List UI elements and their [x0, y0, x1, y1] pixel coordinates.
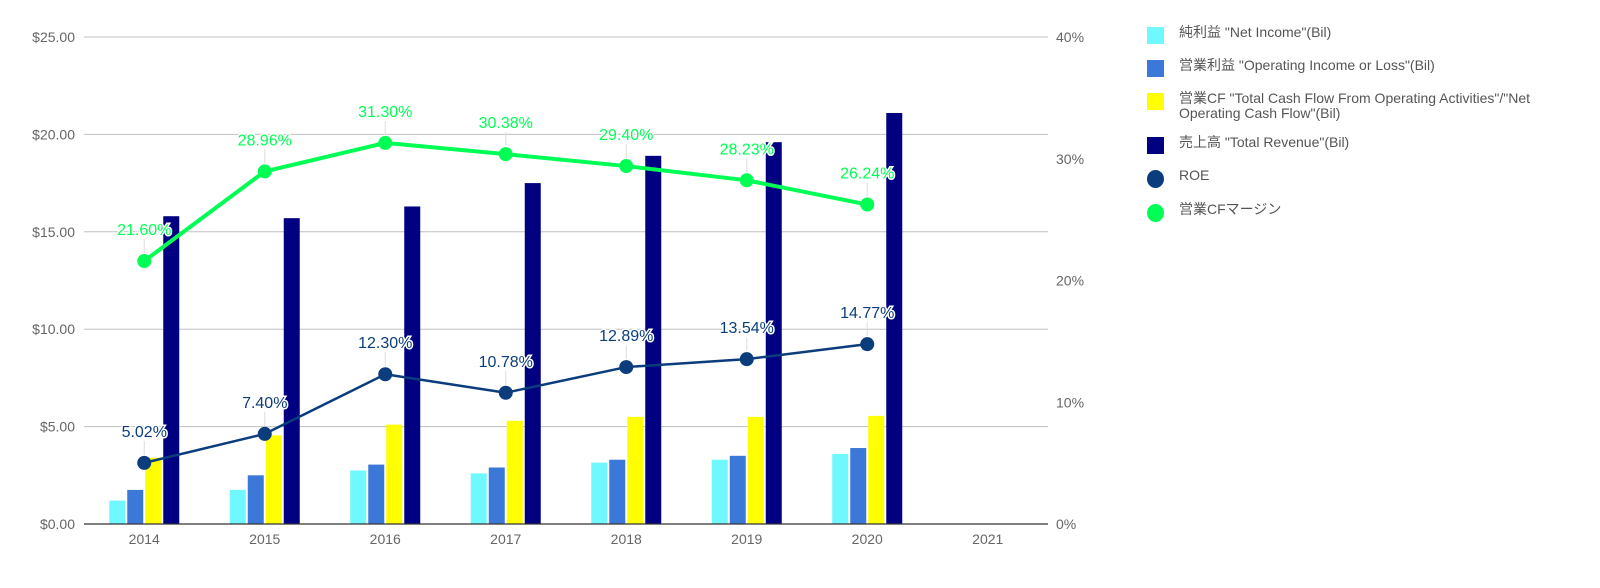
data-point: [137, 455, 152, 470]
data-point: [860, 337, 875, 352]
bar: [283, 218, 300, 524]
data-point: [257, 164, 272, 179]
bar: [127, 489, 144, 524]
x-tick-label: 2014: [129, 531, 160, 547]
data-point: [619, 159, 634, 174]
data-point: [378, 135, 393, 150]
bar: [850, 448, 867, 524]
bar: [832, 453, 849, 524]
data-label: 13.54%: [720, 320, 774, 337]
x-tick-label: 2016: [370, 531, 401, 547]
x-tick-label: 2021: [972, 531, 1003, 547]
data-label: 21.60%: [117, 222, 171, 239]
data-label: 29.40%: [599, 127, 653, 144]
legend-label: 営業利益 "Operating Income or Loss"(Bil): [1179, 57, 1435, 73]
y-right-tick-label: 30%: [1056, 151, 1084, 167]
data-point: [619, 360, 634, 375]
y-right-tick-label: 40%: [1056, 29, 1084, 45]
data-point: [860, 197, 875, 212]
data-label: 14.77%: [840, 305, 894, 322]
y-right-tick-label: 10%: [1056, 394, 1084, 410]
bar: [488, 467, 505, 524]
chart-legend: 純利益 "Net Income"(Bil) 営業利益 "Operating Inc…: [1147, 25, 1587, 236]
data-label: 31.30%: [358, 104, 412, 121]
y-left-tick-label: $25.00: [32, 29, 75, 45]
y-left-tick-label: $20.00: [32, 126, 75, 142]
bar: [711, 459, 728, 524]
bar: [229, 489, 246, 524]
bar: [747, 416, 764, 524]
bar: [627, 416, 644, 524]
data-label: 30.38%: [479, 115, 533, 132]
data-label: 28.96%: [238, 132, 292, 149]
y-left-tick-label: $15.00: [32, 224, 75, 240]
legend-swatch: [1147, 137, 1164, 154]
bar: [404, 206, 421, 524]
data-label: 10.78%: [479, 354, 533, 371]
bar: [609, 459, 626, 524]
legend-label: 営業CF "Total Cash Flow From Operating Act…: [1179, 90, 1531, 121]
bar: [524, 183, 541, 524]
y-right-tick-label: 0%: [1056, 516, 1076, 532]
legend-swatch: [1147, 27, 1164, 44]
data-point: [498, 147, 513, 162]
legend-swatch: [1147, 93, 1164, 110]
data-label: 5.02%: [122, 424, 167, 441]
data-point: [739, 352, 754, 367]
data-point: [378, 367, 393, 382]
legend-label: 営業CFマージン: [1179, 201, 1282, 217]
legend-item: 営業利益 "Operating Income or Loss"(Bil): [1147, 58, 1587, 77]
legend-label: 純利益 "Net Income"(Bil): [1179, 24, 1332, 40]
legend-label: ROE: [1179, 167, 1210, 183]
data-point: [257, 426, 272, 441]
bar: [506, 420, 523, 524]
legend-swatch: [1147, 204, 1164, 222]
bar: [109, 500, 126, 524]
y-left-tick-label: $0.00: [40, 516, 75, 532]
bar: [265, 435, 282, 524]
data-label: 28.23%: [720, 141, 774, 158]
data-label: 12.89%: [599, 328, 653, 345]
bar: [868, 415, 885, 524]
bar: [591, 462, 608, 524]
y-right-tick-label: 20%: [1056, 273, 1084, 289]
legend-item: 営業CFマージン: [1147, 202, 1587, 222]
legend-item: 純利益 "Net Income"(Bil): [1147, 25, 1587, 44]
bar: [247, 475, 264, 524]
bar: [765, 142, 782, 524]
data-point: [137, 254, 152, 269]
bar: [729, 455, 746, 524]
y-left-tick-label: $5.00: [40, 419, 75, 435]
bar: [886, 112, 903, 525]
legend-item: 営業CF "Total Cash Flow From Operating Act…: [1147, 91, 1587, 121]
data-label: 7.40%: [242, 395, 287, 412]
bar: [163, 216, 180, 524]
legend-swatch: [1147, 170, 1164, 188]
y-left-tick-label: $10.00: [32, 321, 75, 337]
data-label: 12.30%: [358, 335, 412, 352]
bar: [470, 473, 487, 524]
x-tick-label: 2018: [611, 531, 642, 547]
bar: [145, 457, 162, 524]
bar: [368, 464, 385, 524]
data-point: [498, 385, 513, 400]
legend-item: ROE: [1147, 168, 1587, 188]
legend-item: 売上高 "Total Revenue"(Bil): [1147, 135, 1587, 154]
x-tick-label: 2020: [852, 531, 883, 547]
x-tick-label: 2019: [731, 531, 762, 547]
data-point: [739, 173, 754, 188]
x-tick-label: 2015: [249, 531, 280, 547]
x-tick-label: 2017: [490, 531, 521, 547]
bar: [645, 155, 662, 524]
legend-swatch: [1147, 60, 1164, 77]
legend-label: 売上高 "Total Revenue"(Bil): [1179, 134, 1350, 150]
bar: [386, 424, 403, 524]
bar: [350, 470, 367, 524]
data-label: 26.24%: [840, 166, 894, 183]
